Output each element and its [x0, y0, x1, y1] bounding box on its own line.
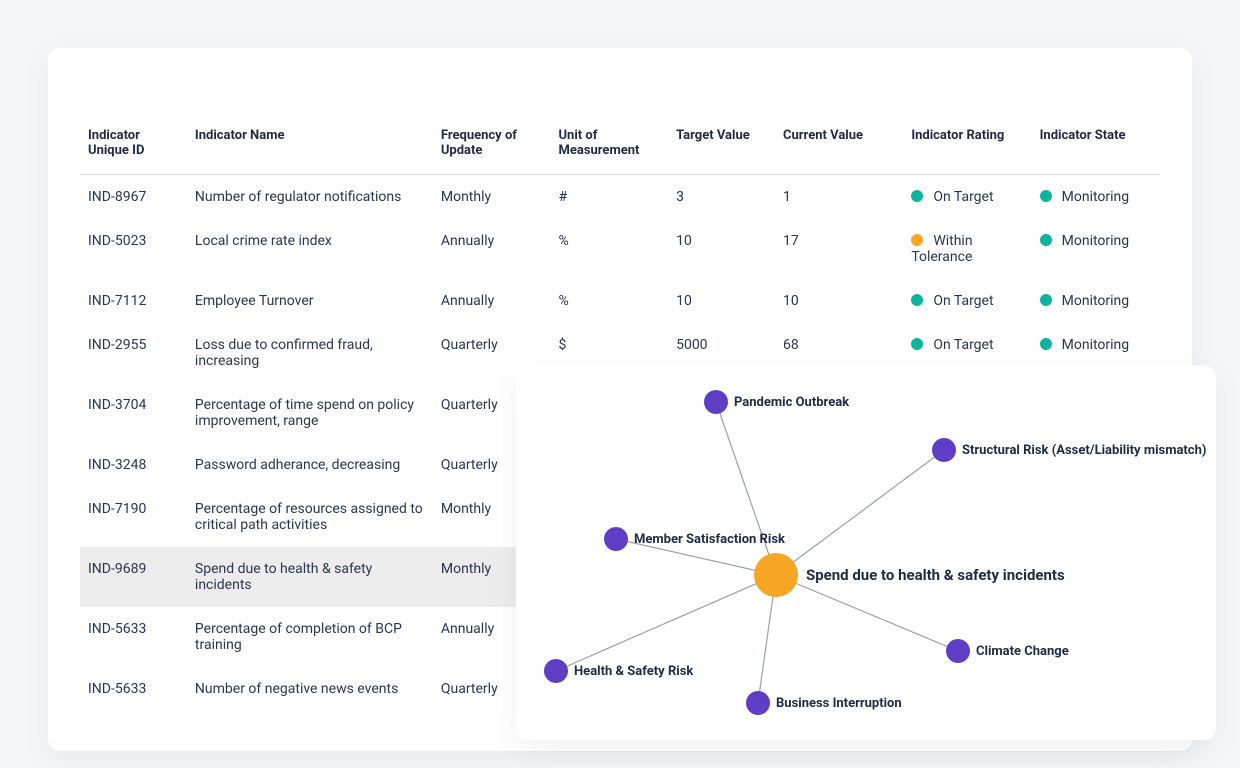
network-edge	[776, 450, 944, 575]
network-node[interactable]	[544, 659, 568, 683]
network-node[interactable]	[746, 691, 770, 715]
col-header-current[interactable]: Current Value	[775, 128, 903, 175]
network-node-label: Climate Change	[976, 644, 1069, 659]
risk-network-diagram: Pandemic Outbreak Structural Risk (Asset/…	[516, 365, 1216, 740]
cell-name: Percentage of time spend on policy impro…	[187, 383, 433, 443]
network-node[interactable]	[604, 527, 628, 551]
cell-name: Employee Turnover	[187, 279, 433, 323]
cell-id: IND-2955	[80, 323, 187, 383]
network-edge	[556, 575, 776, 671]
cell-state: Monitoring	[1032, 175, 1160, 220]
status-label: Monitoring	[1062, 233, 1130, 249]
status-dot-icon	[1040, 294, 1052, 306]
cell-unit: #	[550, 175, 668, 220]
cell-name: Loss due to confirmed fraud, increasing	[187, 323, 433, 383]
status-label: On Target	[933, 293, 993, 309]
network-node[interactable]	[704, 390, 728, 414]
status-dot-icon	[911, 234, 923, 246]
network-node-label: Business Interruption	[776, 696, 902, 711]
cell-id: IND-5023	[80, 219, 187, 279]
status-dot-icon	[911, 190, 923, 202]
table-row[interactable]: IND-7112Employee TurnoverAnnually%1010On…	[80, 279, 1160, 323]
col-header-freq[interactable]: Frequency of Update	[433, 128, 551, 175]
cell-current: 17	[775, 219, 903, 279]
cell-name: Percentage of completion of BCP training	[187, 607, 433, 667]
col-header-target[interactable]: Target Value	[668, 128, 775, 175]
cell-name: Spend due to health & safety incidents	[187, 547, 433, 607]
cell-target: 10	[668, 219, 775, 279]
col-header-rating[interactable]: Indicator Rating	[903, 128, 1031, 175]
cell-current: 1	[775, 175, 903, 220]
network-edge	[716, 402, 776, 575]
cell-freq: Annually	[433, 219, 551, 279]
network-edge	[776, 575, 958, 651]
cell-rating: On Target	[903, 175, 1031, 220]
cell-freq: Annually	[433, 279, 551, 323]
status-dot-icon	[1040, 190, 1052, 202]
cell-unit: %	[550, 219, 668, 279]
col-header-unit[interactable]: Unit of Measurement	[550, 128, 668, 175]
cell-target: 3	[668, 175, 775, 220]
status-label: On Target	[933, 189, 993, 205]
network-center-label: Spend due to health & safety incidents	[806, 566, 1065, 584]
status-label: On Target	[933, 337, 993, 353]
col-header-state[interactable]: Indicator State	[1032, 128, 1160, 175]
cell-unit: %	[550, 279, 668, 323]
cell-rating: On Target	[903, 279, 1031, 323]
status-dot-icon	[1040, 338, 1052, 350]
cell-id: IND-3248	[80, 443, 187, 487]
status-label: Monitoring	[1062, 337, 1130, 353]
network-node-label: Structural Risk (Asset/Liability mismatc…	[962, 443, 1206, 458]
cell-id: IND-7112	[80, 279, 187, 323]
status-label: Monitoring	[1062, 189, 1130, 205]
cell-id: IND-9689	[80, 547, 187, 607]
cell-freq: Monthly	[433, 175, 551, 220]
cell-id: IND-5633	[80, 607, 187, 667]
cell-id: IND-8967	[80, 175, 187, 220]
table-row[interactable]: IND-8967Number of regulator notification…	[80, 175, 1160, 220]
network-node-label: Member Satisfaction Risk	[634, 532, 786, 547]
table-row[interactable]: IND-5023Local crime rate indexAnnually%1…	[80, 219, 1160, 279]
cell-name: Number of regulator notifications	[187, 175, 433, 220]
status-dot-icon	[911, 294, 923, 306]
cell-name: Number of negative news events	[187, 667, 433, 711]
status-label: Monitoring	[1062, 293, 1130, 309]
risk-network-card: Pandemic Outbreak Structural Risk (Asset/…	[516, 365, 1216, 740]
network-center-node[interactable]	[754, 553, 798, 597]
cell-state: Monitoring	[1032, 219, 1160, 279]
cell-id: IND-5633	[80, 667, 187, 711]
network-node-label: Pandemic Outbreak	[734, 395, 850, 410]
cell-id: IND-7190	[80, 487, 187, 547]
status-dot-icon	[911, 338, 923, 350]
cell-target: 10	[668, 279, 775, 323]
cell-id: IND-3704	[80, 383, 187, 443]
cell-name: Percentage of resources assigned to crit…	[187, 487, 433, 547]
table-header-row: Indicator Unique ID Indicator Name Frequ…	[80, 128, 1160, 175]
col-header-id[interactable]: Indicator Unique ID	[80, 128, 187, 175]
cell-name: Password adherance, decreasing	[187, 443, 433, 487]
cell-rating: Within Tolerance	[903, 219, 1031, 279]
cell-state: Monitoring	[1032, 279, 1160, 323]
network-node[interactable]	[946, 639, 970, 663]
network-node[interactable]	[932, 438, 956, 462]
cell-name: Local crime rate index	[187, 219, 433, 279]
cell-current: 10	[775, 279, 903, 323]
col-header-name[interactable]: Indicator Name	[187, 128, 433, 175]
status-dot-icon	[1040, 234, 1052, 246]
network-node-label: Health & Safety Risk	[574, 664, 694, 679]
